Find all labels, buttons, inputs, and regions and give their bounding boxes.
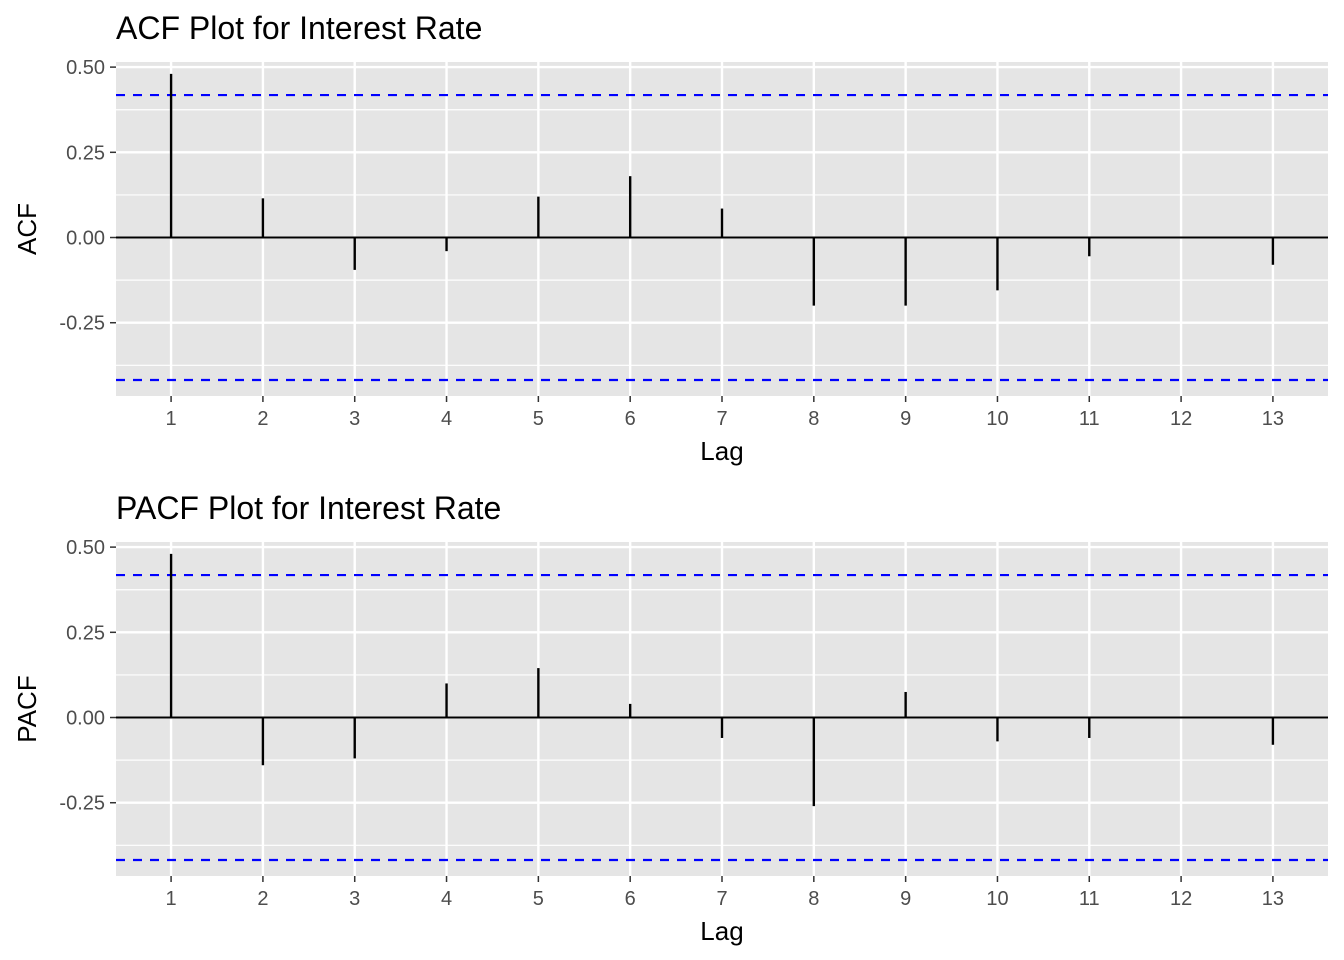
acf-x-tick-label: 6 bbox=[625, 408, 636, 430]
acf-x-tick-label: 3 bbox=[349, 408, 360, 430]
pacf-y-tick-label: 0.25 bbox=[66, 622, 105, 644]
pacf-x-tick-label: 9 bbox=[900, 888, 911, 910]
pacf-y-tick-label: -0.25 bbox=[59, 793, 105, 815]
pacf-chart: PACF Plot for Interest Rate 0.50 0.25 0.00… bbox=[12, 490, 1328, 946]
acf-x-tick-label: 5 bbox=[533, 408, 544, 430]
acf-x-tick-label: 12 bbox=[1170, 408, 1192, 430]
acf-x-tick-label: 8 bbox=[808, 408, 819, 430]
pacf-x-tick-label: 11 bbox=[1079, 888, 1100, 910]
acf-chart-title: ACF Plot for Interest Rate bbox=[116, 10, 482, 46]
pacf-tick-labels: 0.500.250.00-0.251 2 3 4 5 6 7 8 9 10 11 12 13 bbox=[59, 537, 1284, 910]
acf-tick-labels: 0.500.250.00-0.251 2 3 4 5 6 7 8 9 10 11 12 13 bbox=[59, 57, 1284, 430]
acf-y-tick-label: 0.00 bbox=[66, 228, 105, 250]
pacf-x-tick-label: 2 bbox=[257, 888, 268, 910]
pacf-x-tick-label: 12 bbox=[1170, 888, 1192, 910]
acf-x-tick-label: 10 bbox=[986, 408, 1008, 430]
acf-y-tick-label: 0.50 bbox=[66, 57, 105, 79]
acf-x-tick-label: 1 bbox=[166, 408, 177, 430]
acf-x-tick-label: 2 bbox=[257, 408, 268, 430]
pacf-bars bbox=[116, 553, 1328, 807]
acf-confidence-lines bbox=[116, 93, 1328, 382]
pacf-x-tick-label: 5 bbox=[533, 888, 544, 910]
acf-x-tick-label: 4 bbox=[441, 408, 452, 430]
acf-x-axis-title: Lag bbox=[700, 436, 743, 466]
pacf-x-tick-label: 6 bbox=[625, 888, 636, 910]
pacf-x-tick-label: 4 bbox=[441, 888, 452, 910]
pacf-x-tick-label: 3 bbox=[349, 888, 360, 910]
pacf-x-axis-title: Lag bbox=[700, 916, 743, 946]
acf-x-tick-label: 7 bbox=[716, 408, 727, 430]
acf-y-axis-title: ACF bbox=[12, 203, 42, 255]
acf-bars bbox=[116, 73, 1328, 306]
acf-x-tick-label: 13 bbox=[1262, 408, 1284, 430]
acf-x-tick-label: 9 bbox=[900, 408, 911, 430]
acf-x-tick-label: 11 bbox=[1079, 408, 1100, 430]
pacf-y-axis-title: PACF bbox=[12, 675, 42, 742]
pacf-confidence-lines bbox=[116, 573, 1328, 862]
pacf-x-tick-label: 7 bbox=[716, 888, 727, 910]
acf-y-tick-label: 0.25 bbox=[66, 142, 105, 164]
pacf-x-tick-label: 1 bbox=[166, 888, 177, 910]
pacf-y-tick-label: 0.50 bbox=[66, 537, 105, 559]
pacf-chart-title: PACF Plot for Interest Rate bbox=[116, 490, 501, 526]
acf-y-tick-label: -0.25 bbox=[59, 313, 105, 335]
pacf-y-tick-label: 0.00 bbox=[66, 708, 105, 730]
pacf-x-tick-label: 8 bbox=[808, 888, 819, 910]
pacf-x-tick-label: 10 bbox=[986, 888, 1008, 910]
acf-chart: ACF Plot for Interest Rate 0.50 0.25 0.00 -… bbox=[12, 10, 1328, 466]
pacf-x-tick-label: 13 bbox=[1262, 888, 1284, 910]
